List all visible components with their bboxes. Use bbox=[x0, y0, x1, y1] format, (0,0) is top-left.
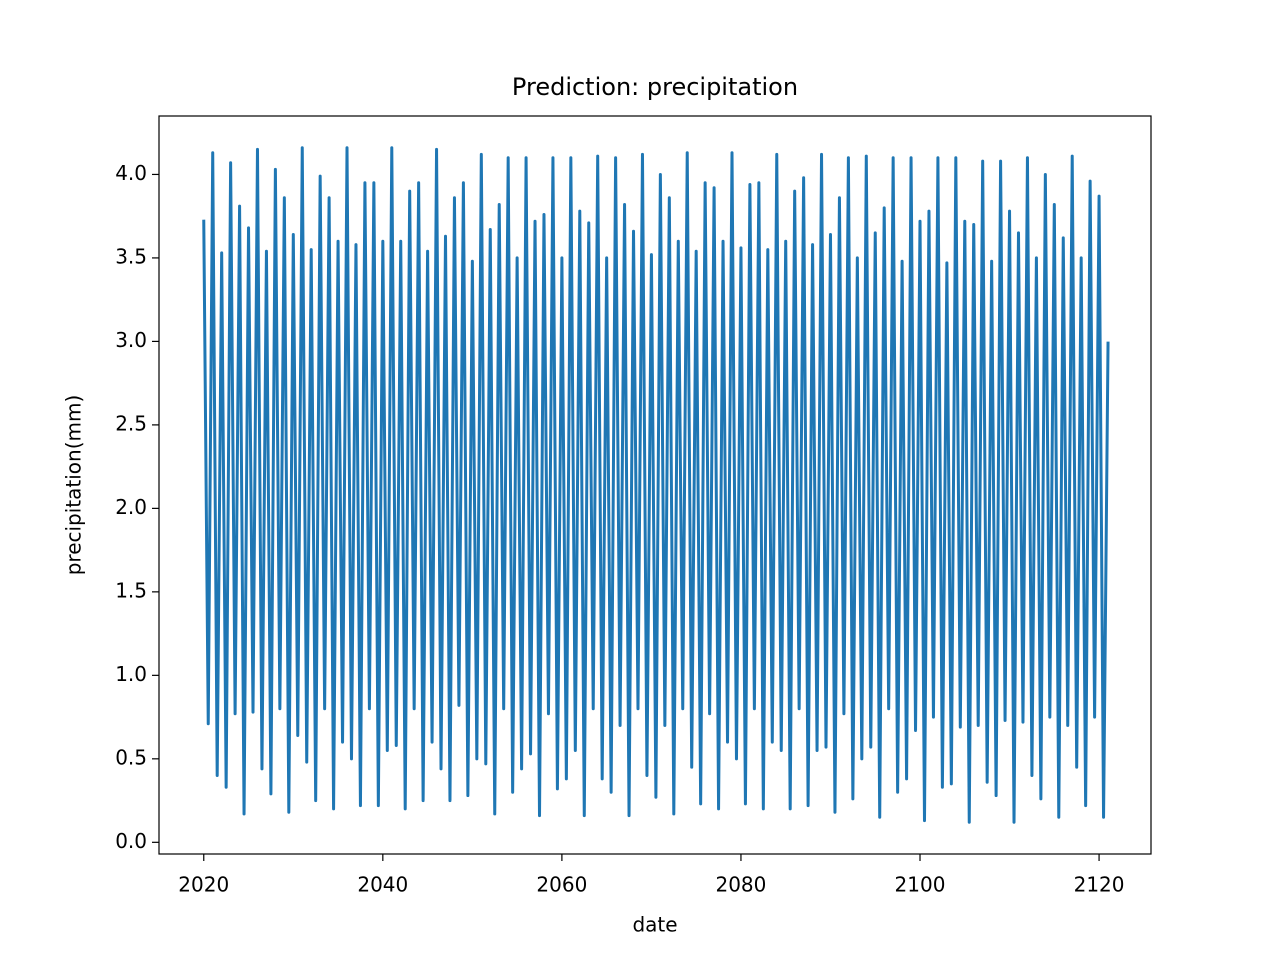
y-tick-label: 2.5 bbox=[115, 411, 147, 435]
x-tick-label: 2020 bbox=[178, 873, 229, 897]
y-tick-label: 4.0 bbox=[115, 161, 147, 185]
y-tick-label: 1.5 bbox=[115, 578, 147, 602]
x-tick-label: 2100 bbox=[895, 873, 946, 897]
chart-title: Prediction: precipitation bbox=[512, 73, 798, 101]
plot-frame bbox=[158, 115, 1152, 855]
y-axis-label: precipitation(mm) bbox=[62, 395, 86, 576]
x-tick-label: 2040 bbox=[357, 873, 408, 897]
y-tick-label: 2.0 bbox=[115, 495, 147, 519]
y-tick-label: 0.5 bbox=[115, 745, 147, 769]
x-tick-label: 2120 bbox=[1074, 873, 1125, 897]
y-tick-label: 3.5 bbox=[115, 244, 147, 268]
line-series bbox=[202, 146, 1110, 824]
x-tick-label: 2080 bbox=[715, 873, 766, 897]
y-tick-label: 0.0 bbox=[115, 829, 147, 853]
y-tick-label: 3.0 bbox=[115, 328, 147, 352]
y-tick-label: 1.0 bbox=[115, 662, 147, 686]
x-axis-label: date bbox=[632, 913, 677, 937]
x-tick-label: 2060 bbox=[536, 873, 587, 897]
